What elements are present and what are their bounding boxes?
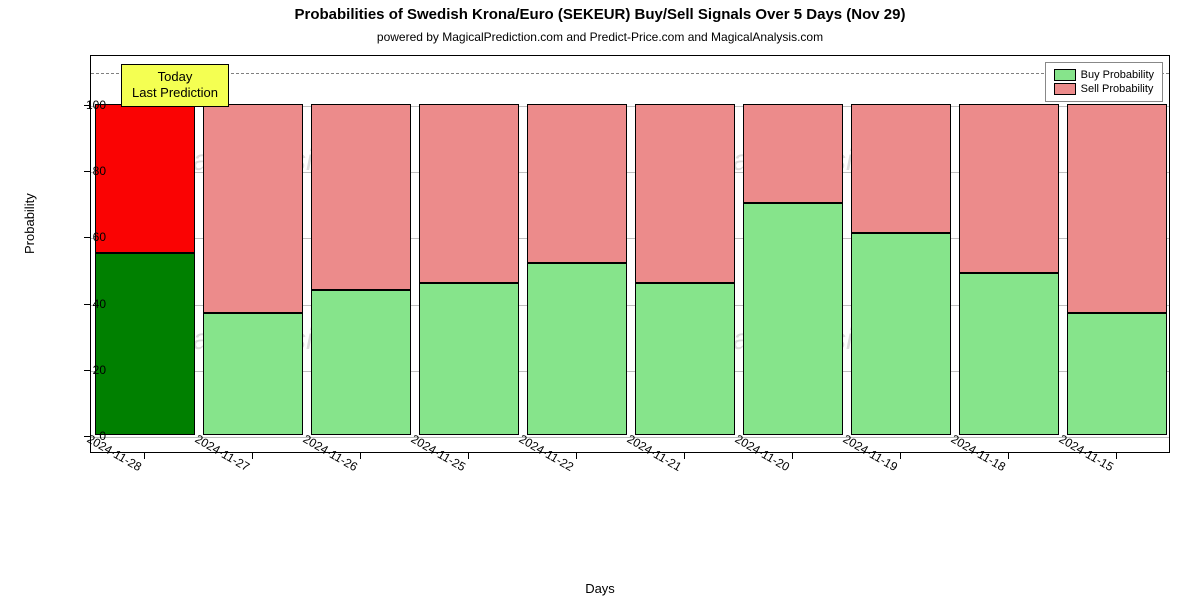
bar-group [527, 104, 626, 436]
chart-container: Probabilities of Swedish Krona/Euro (SEK… [0, 0, 1200, 600]
sell-bar [95, 104, 194, 253]
xtick [144, 453, 145, 459]
chart-title: Probabilities of Swedish Krona/Euro (SEK… [0, 6, 1200, 23]
buy-bar [311, 290, 410, 436]
bar-group [851, 104, 950, 436]
callout-line2: Last Prediction [132, 85, 218, 101]
bar-group [95, 104, 194, 436]
ytick-label: 80 [93, 164, 106, 178]
bar-group [1067, 104, 1166, 436]
sell-bar [203, 104, 302, 313]
ytick-label: 60 [93, 230, 106, 244]
xtick [252, 453, 253, 459]
sell-bar [851, 104, 950, 233]
ytick-label: 40 [93, 297, 106, 311]
buy-bar [1067, 313, 1166, 436]
ytick [84, 237, 90, 238]
sell-bar [1067, 104, 1166, 313]
callout-line1: Today [132, 69, 218, 85]
sell-bar [311, 104, 410, 290]
buy-bar [203, 313, 302, 436]
xtick [1116, 453, 1117, 459]
bar-group [959, 104, 1058, 436]
y-axis-label: Probability [22, 193, 37, 254]
buy-bar [419, 283, 518, 436]
plot-area: MagicalAnalysis.comMagicalAnalysis.comMa… [90, 55, 1170, 453]
sell-bar [527, 104, 626, 263]
bar-group [743, 104, 842, 436]
legend-row: Buy Probability [1054, 69, 1154, 81]
legend-swatch [1054, 83, 1076, 95]
bar-group [419, 104, 518, 436]
bar-group [635, 104, 734, 436]
ytick [84, 171, 90, 172]
xtick [1008, 453, 1009, 459]
xtick [576, 453, 577, 459]
buy-bar [959, 273, 1058, 436]
buy-bar [527, 263, 626, 435]
ytick [84, 370, 90, 371]
sell-bar [635, 104, 734, 283]
chart-subtitle: powered by MagicalPrediction.com and Pre… [0, 30, 1200, 44]
ytick-label: 20 [93, 363, 106, 377]
ytick [84, 304, 90, 305]
xtick [468, 453, 469, 459]
legend-label: Buy Probability [1081, 69, 1154, 81]
buy-bar [635, 283, 734, 436]
buy-bar [743, 203, 842, 435]
ytick-label: 100 [86, 98, 106, 112]
buy-bar [851, 233, 950, 435]
xtick [792, 453, 793, 459]
xtick [900, 453, 901, 459]
legend-swatch [1054, 69, 1076, 81]
sell-bar [959, 104, 1058, 273]
sell-bar [743, 104, 842, 204]
xtick [684, 453, 685, 459]
legend-row: Sell Probability [1054, 83, 1154, 95]
bar-group [203, 104, 302, 436]
x-axis-label: Days [0, 581, 1200, 596]
buy-bar [95, 253, 194, 435]
xtick [360, 453, 361, 459]
legend: Buy Probability Sell Probability [1045, 62, 1163, 102]
sell-bar [419, 104, 518, 283]
today-callout: TodayLast Prediction [121, 64, 229, 107]
bar-group [311, 104, 410, 436]
dashed-reference-line [91, 73, 1169, 74]
legend-label: Sell Probability [1081, 83, 1154, 95]
